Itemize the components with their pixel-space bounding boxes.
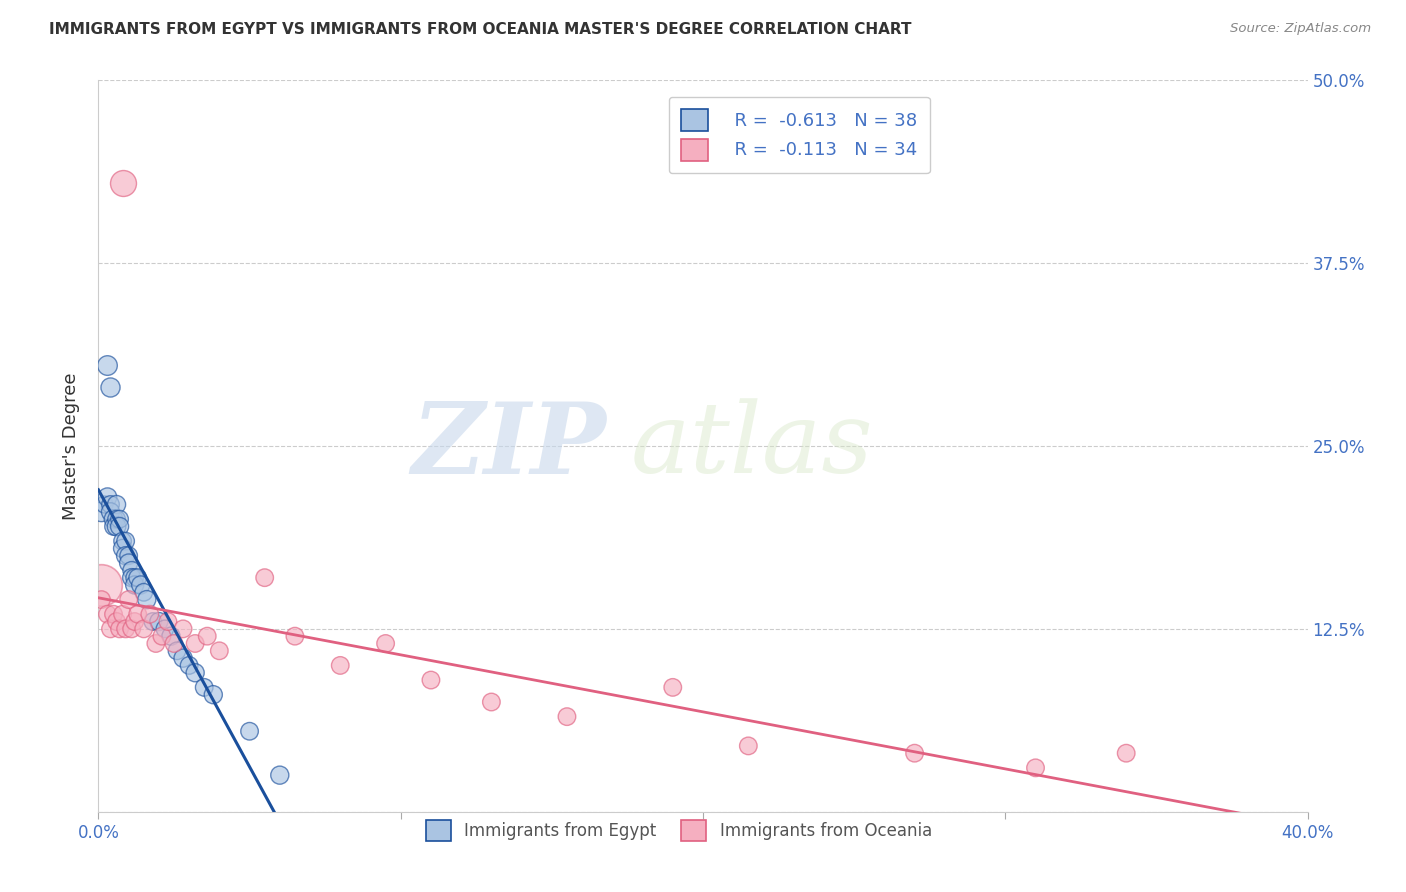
Text: ZIP: ZIP [412, 398, 606, 494]
Point [253, 571, 276, 585]
Point [284, 629, 307, 643]
Point [148, 615, 170, 629]
Point [105, 498, 128, 512]
Text: atlas: atlas [630, 399, 873, 493]
Point [153, 622, 176, 636]
Point [105, 519, 128, 533]
Point [100, 380, 122, 394]
Point [100, 498, 122, 512]
Point [420, 673, 443, 687]
Point [114, 549, 136, 563]
Point [90, 592, 112, 607]
Point [118, 556, 141, 570]
Text: Source: ZipAtlas.com: Source: ZipAtlas.com [1230, 22, 1371, 36]
Point [96, 359, 118, 373]
Point [100, 505, 122, 519]
Point [124, 578, 146, 592]
Point [904, 746, 927, 760]
Point [105, 512, 128, 526]
Point [193, 681, 215, 695]
Point [111, 541, 134, 556]
Point [90, 578, 112, 592]
Legend: Immigrants from Egypt, Immigrants from Oceania: Immigrants from Egypt, Immigrants from O… [419, 814, 939, 847]
Point [142, 615, 165, 629]
Point [103, 607, 125, 622]
Text: IMMIGRANTS FROM EGYPT VS IMMIGRANTS FROM OCEANIA MASTER'S DEGREE CORRELATION CHA: IMMIGRANTS FROM EGYPT VS IMMIGRANTS FROM… [49, 22, 911, 37]
Point [269, 768, 291, 782]
Point [121, 622, 143, 636]
Point [239, 724, 262, 739]
Point [111, 534, 134, 549]
Point [103, 512, 125, 526]
Y-axis label: Master's Degree: Master's Degree [62, 372, 80, 520]
Point [163, 636, 186, 650]
Point [172, 651, 194, 665]
Point [108, 512, 131, 526]
Point [96, 607, 118, 622]
Point [121, 563, 143, 577]
Point [90, 505, 112, 519]
Point [737, 739, 759, 753]
Point [114, 622, 136, 636]
Point [129, 578, 152, 592]
Point [121, 571, 143, 585]
Point [135, 592, 157, 607]
Point [111, 607, 134, 622]
Point [105, 615, 128, 629]
Point [156, 615, 179, 629]
Point [661, 681, 683, 695]
Point [208, 644, 231, 658]
Point [108, 519, 131, 533]
Point [195, 629, 218, 643]
Point [160, 629, 183, 643]
Point [1024, 761, 1046, 775]
Point [202, 688, 225, 702]
Point [124, 571, 146, 585]
Point [166, 644, 188, 658]
Point [1115, 746, 1137, 760]
Point [118, 592, 141, 607]
Point [374, 636, 396, 650]
Point [100, 622, 122, 636]
Point [114, 534, 136, 549]
Point [103, 519, 125, 533]
Point [124, 615, 146, 629]
Point [127, 607, 149, 622]
Point [150, 629, 173, 643]
Point [132, 622, 155, 636]
Point [145, 636, 167, 650]
Point [481, 695, 503, 709]
Point [184, 665, 207, 680]
Point [118, 549, 141, 563]
Point [184, 636, 207, 650]
Point [179, 658, 201, 673]
Point [108, 622, 131, 636]
Point [329, 658, 352, 673]
Point [127, 571, 149, 585]
Point [555, 709, 578, 723]
Point [111, 176, 134, 190]
Point [96, 490, 118, 504]
Point [172, 622, 194, 636]
Point [93, 498, 115, 512]
Point [139, 607, 162, 622]
Point [132, 585, 155, 599]
